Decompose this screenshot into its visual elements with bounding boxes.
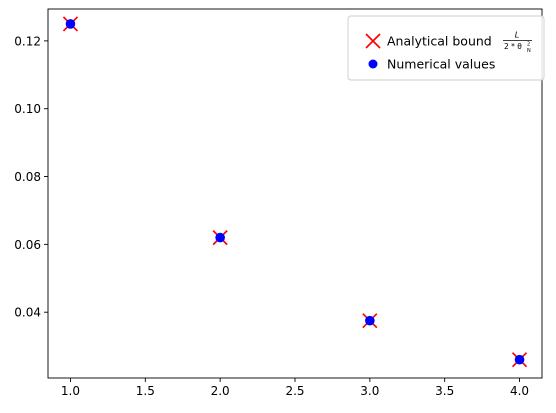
legend-box [347,15,545,81]
legend-marker-numerical [368,59,378,69]
plot-area: 1.0 1.5 2.0 2.5 3.0 3.5 4.0 0.040.060.080.100.… [14,8,543,398]
data-marks [62,16,528,368]
numerical-value-point [365,315,375,326]
legend-label-analytical: Analytical bound [387,34,492,49]
x-axis: 1.0 1.5 2.0 2.5 3.0 3.5 4.0 [61,378,529,398]
legend: Analytical bound L 2 * θ 2 N Numerical v… [347,15,545,81]
x-tick-label: 2.5 [285,384,304,398]
y-tick-label: 0.06 [14,238,41,252]
y-tick-label: 0.04 [14,306,41,320]
legend-fraction-subscript: N [527,48,531,54]
numerical-value-point [215,232,225,243]
y-tick-label: 0.12 [14,34,41,48]
legend-fraction-denominator: 2 * θ [504,42,522,51]
legend-fraction-numerator: L [515,31,519,40]
x-tick-label: 4.0 [510,384,529,398]
y-tick-label: 0.08 [14,170,41,184]
y-tick-label: 0.10 [14,102,41,116]
legend-label-numerical: Numerical values [387,57,495,72]
legend-marker-analytical [365,33,381,49]
legend-fraction-superscript: 2 [527,42,530,48]
x-tick-label: 3.5 [435,384,454,398]
x-tick-label: 1.5 [136,384,155,398]
x-tick-label: 3.0 [360,384,379,398]
x-tick-label: 2.0 [211,384,230,398]
legend-fraction: L 2 * θ 2 N [503,31,532,54]
numerical-value-point [514,354,525,365]
y-axis: 0.04 0.06 0.08 0.10 0.12 [14,34,48,320]
numerical-value-point [65,19,76,29]
x-tick-label: 1.0 [61,384,80,398]
